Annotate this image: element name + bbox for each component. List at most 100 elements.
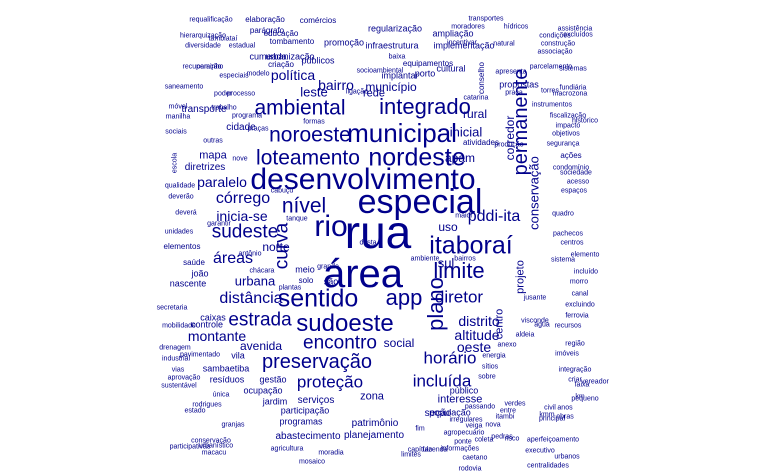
cloud-word: formas: [303, 118, 325, 126]
cloud-word: sentido: [277, 284, 359, 313]
cloud-word: sul: [437, 255, 455, 271]
cloud-word: cabuçu: [270, 187, 294, 195]
cloud-word: aprovação: [167, 374, 201, 382]
cloud-word: porto: [414, 68, 436, 79]
cloud-word: rodrigues: [192, 401, 222, 409]
cloud-word: saúde: [183, 258, 205, 267]
cloud-word: qualidade: [164, 182, 196, 190]
cloud-word: ações: [560, 151, 582, 160]
cloud-word: avenida: [239, 339, 283, 353]
cloud-word: patrimônio: [351, 418, 399, 429]
cloud-word: entre: [500, 407, 516, 415]
cloud-word: cultural: [436, 63, 466, 74]
cloud-word: maior: [455, 212, 473, 220]
cloud-word: loteamento: [256, 146, 360, 170]
cloud-word: executivo: [525, 447, 555, 455]
cloud-word: deverá: [175, 209, 197, 217]
cloud-word: baixa: [388, 53, 406, 61]
cloud-word: integrado: [379, 94, 471, 119]
cloud-word: processo: [226, 90, 256, 98]
cloud-word: implantar: [381, 70, 419, 81]
cloud-word: pavimentado: [179, 351, 221, 359]
cloud-word: planejamento: [343, 430, 405, 441]
cloud-word: interesse: [437, 393, 483, 406]
cloud-word: secretaria: [156, 304, 188, 312]
cloud-word: mapa: [199, 149, 227, 162]
cloud-word: tanque: [286, 215, 308, 223]
cloud-word: plantas: [278, 284, 302, 292]
cloud-word: vereador: [581, 378, 609, 386]
cloud-word: garantir: [207, 220, 231, 228]
cloud-word: solo: [298, 276, 314, 285]
cloud-word: propostas: [499, 79, 539, 90]
cloud-word: saneamento: [164, 83, 204, 91]
cloud-word: região: [565, 340, 585, 348]
cloud-word: oeste: [456, 339, 492, 355]
cloud-word: principal: [538, 415, 566, 423]
cloud-word: meio: [295, 264, 315, 275]
cloud-word: distrito: [458, 313, 500, 329]
cloud-word: quadro: [552, 210, 574, 218]
cloud-word: anos: [557, 404, 573, 412]
cloud-word: imóveis: [555, 350, 579, 358]
cloud-word: excluindo: [565, 301, 595, 309]
cloud-word: pachecos: [553, 230, 583, 238]
cloud-word: pequeno: [571, 395, 599, 403]
cloud-word: programas: [279, 416, 323, 427]
cloud-word: água: [534, 321, 550, 329]
cloud-word: morro: [569, 278, 589, 286]
cloud-word: coleta: [474, 436, 494, 444]
cloud-word: histórico: [571, 117, 599, 125]
cloud-word: civil: [544, 404, 556, 412]
cloud-word: hierarquização: [180, 32, 226, 40]
cloud-word: jardim: [262, 396, 288, 407]
cloud-word: nível: [281, 194, 327, 218]
cloud-word: sistemas: [559, 65, 587, 73]
cloud-word: catarina: [463, 94, 489, 102]
cloud-word: elementos: [163, 242, 201, 251]
cloud-word: população: [429, 407, 471, 418]
cloud-word: urbana: [234, 273, 276, 289]
cloud-word: assistência: [557, 25, 593, 33]
cloud-word: encontro: [303, 332, 377, 354]
cloud-word: apam: [444, 151, 476, 165]
cloud-word: política: [270, 67, 316, 83]
cloud-word: acesso: [566, 178, 590, 186]
cloud-word: praças: [247, 125, 269, 133]
cloud-word: caetano: [462, 454, 488, 462]
cloud-word: modelo: [246, 70, 270, 78]
cloud-word: chácara: [249, 267, 275, 275]
cloud-word: ocupação: [243, 385, 283, 396]
cloud-word: segurança: [546, 140, 580, 148]
cloud-word: mosaico: [298, 458, 326, 466]
cloud-word: paralelo: [197, 174, 247, 190]
cloud-word: desenvolvimento: [250, 163, 476, 196]
cloud-word: diversidade: [185, 42, 221, 50]
cloud-word: infraestrutura: [365, 40, 419, 51]
cloud-word: córrego: [215, 190, 271, 207]
cloud-word: diretrizes: [184, 162, 226, 173]
cloud-word: produção: [494, 141, 524, 149]
cloud-word: cumeada: [249, 51, 287, 62]
cloud-word: estado: [184, 407, 206, 415]
cloud-word: app: [385, 285, 423, 310]
cloud-word: inicia-se: [216, 208, 268, 224]
cloud-word: rede: [362, 87, 386, 100]
cloud-word: abastecimento: [275, 431, 341, 442]
cloud-word: recuperação: [182, 63, 222, 71]
cloud-word: agropecuário: [443, 429, 485, 437]
cloud-word: vias: [171, 366, 185, 374]
cloud-word: educação: [263, 29, 299, 38]
cloud-word: estrada: [228, 309, 292, 331]
cloud-word: sociais: [165, 128, 187, 136]
cloud-word: resíduos: [209, 374, 245, 385]
cloud-word: inicial: [449, 124, 483, 140]
cloud-word: excluídos: [563, 31, 593, 39]
cloud-word: obras: [556, 413, 574, 421]
cloud-word: antônio: [238, 250, 262, 258]
cloud-word: macrozona: [552, 90, 588, 98]
cloud-word: grande: [317, 263, 339, 271]
cloud-word: nordeste: [368, 143, 466, 172]
cloud-word: parcelamento: [529, 63, 573, 71]
cloud-word: informações: [440, 445, 480, 453]
